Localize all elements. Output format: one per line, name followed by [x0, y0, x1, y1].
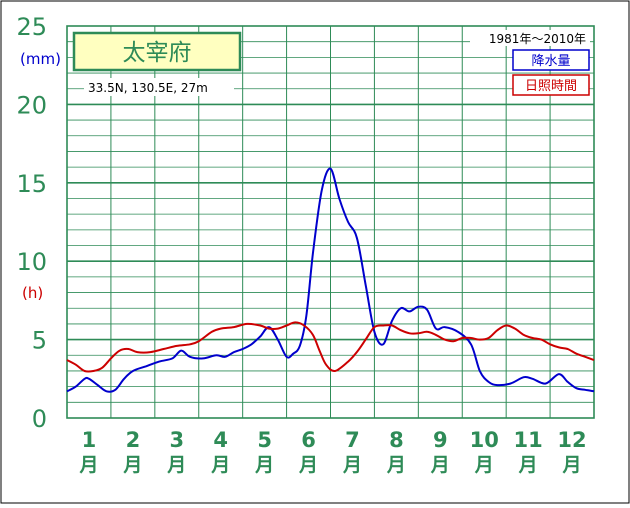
x-tick-label: 7	[345, 428, 360, 452]
legend-entry: 降水量	[512, 49, 590, 71]
x-tick-unit: 月	[210, 454, 230, 476]
x-tick-unit: 月	[166, 454, 186, 476]
x-tick-label: 9	[433, 428, 448, 452]
x-tick-label: 6	[301, 428, 316, 452]
series-layer	[66, 167, 595, 393]
x-tick-label: 12	[557, 428, 586, 452]
legend-box	[512, 74, 590, 96]
grid-lines	[67, 26, 594, 418]
period-label: 1981年〜2010年	[489, 32, 586, 46]
x-tick-unit: 月	[254, 454, 274, 476]
x-tick-label: 8	[389, 428, 404, 452]
legend-box	[512, 49, 590, 71]
x-tick-label: 5	[257, 428, 272, 452]
title-box: 太宰府	[72, 31, 242, 72]
x-tick-unit: 月	[474, 454, 494, 476]
legend-label: 降水量	[531, 54, 570, 69]
x-tick-label: 10	[470, 428, 499, 452]
y-tick-label: 25	[16, 13, 47, 41]
subtitle-bg	[84, 78, 234, 96]
y-tick-label: 20	[16, 91, 47, 119]
left-unit-label: (mm)	[20, 50, 61, 68]
x-tick-label: 2	[126, 428, 141, 452]
y-tick-label: 0	[32, 405, 47, 433]
x-tick-unit: 月	[430, 454, 450, 476]
y-tick-labels: 0 5 10 15 20 25	[16, 13, 47, 433]
x-tick-unit: 月	[78, 454, 98, 476]
plot-border	[66, 25, 595, 419]
series-line	[66, 167, 595, 393]
x-tick-unit: 月	[562, 454, 582, 476]
y-tick-label: 10	[16, 248, 47, 276]
legend-label: 日照時間	[525, 79, 577, 94]
x-tick-unit: 月	[518, 454, 538, 476]
y-tick-label: 15	[16, 170, 47, 198]
x-tick-unit: 月	[386, 454, 406, 476]
title-box-frame	[72, 31, 242, 72]
x-tick-unit: 月	[342, 454, 362, 476]
x-tick-label: 11	[514, 428, 543, 452]
x-tick-label: 3	[169, 428, 184, 452]
x-tick-unit: 月	[298, 454, 318, 476]
x-tick-label: 1	[82, 428, 97, 452]
legend-entry: 日照時間	[512, 74, 590, 96]
x-tick-label: 4	[213, 428, 228, 452]
station-coordinates: 33.5N, 130.5E, 27m	[88, 81, 208, 95]
series-line	[66, 321, 595, 373]
right-unit-label: (h)	[22, 284, 43, 302]
x-tick-unit: 月	[122, 454, 142, 476]
y-tick-label: 5	[32, 327, 47, 355]
chart-title: 太宰府	[123, 40, 192, 66]
period-bg	[470, 30, 590, 46]
